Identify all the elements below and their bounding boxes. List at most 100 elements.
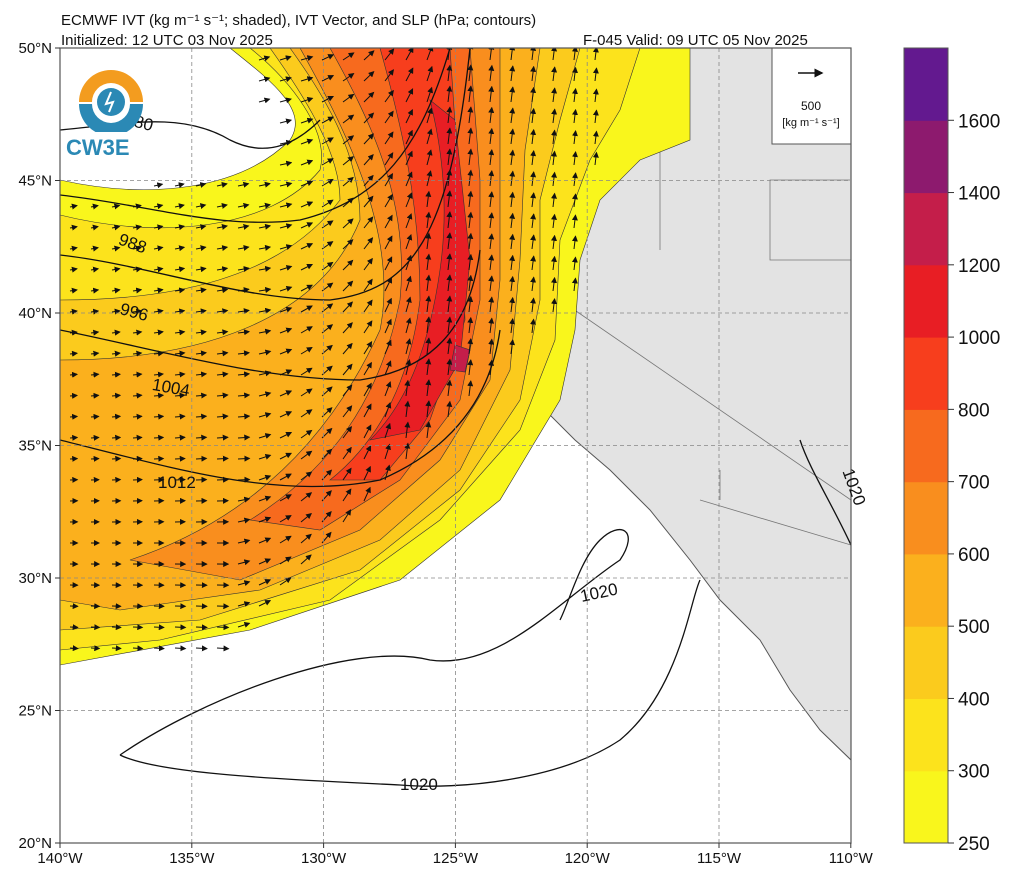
ivt-vector-arrow [405, 213, 413, 229]
ivt-vector-arrow [425, 358, 432, 376]
ivt-vector-arrow [488, 233, 495, 250]
ivt-vector-arrow [237, 559, 251, 566]
ivt-vector-arrow [321, 116, 334, 124]
ivt-vector-arrow [363, 50, 375, 61]
ivt-vector-arrow [509, 128, 516, 145]
colorbar-swatch [904, 770, 948, 844]
ivt-vector-arrow [509, 233, 516, 250]
slp-label: 1020 [400, 775, 438, 794]
ivt-vector-arrow [446, 106, 453, 124]
ivt-vector-arrow [509, 191, 516, 208]
ivt-vector-arrow [300, 471, 313, 481]
ivt-vector-arrow [551, 213, 557, 229]
ivt-vector-arrow [111, 392, 122, 399]
colorbar-label: 1200 [958, 256, 1000, 277]
ivt-vector-arrow [384, 214, 393, 229]
ivt-vector-arrow [300, 388, 313, 397]
ivt-vector-arrow [174, 624, 187, 631]
ivt-vector-arrow [111, 203, 121, 210]
ivt-vector-arrow [488, 359, 495, 376]
ivt-vector-arrow [446, 148, 453, 166]
ivt-vector-arrow [467, 338, 474, 355]
ivt-vector-arrow [237, 517, 251, 524]
ivt-vector-arrow [279, 348, 293, 355]
ivt-vector-arrow [530, 297, 536, 313]
ivt-vector-arrow [321, 75, 335, 82]
ivt-vector-arrow [69, 371, 78, 378]
ivt-vector-arrow [300, 492, 313, 502]
ivt-vector-arrow [509, 254, 516, 271]
ivt-vector-arrow [446, 400, 453, 418]
ivt-vector-arrow [279, 202, 293, 209]
ivt-vector-arrow [384, 110, 394, 124]
ivt-vector-arrow [237, 350, 250, 357]
ivt-vector-arrow [258, 307, 272, 314]
colorbar-label: 500 [958, 617, 990, 638]
ivt-vector-arrow [509, 170, 516, 187]
ivt-vector-arrow [174, 182, 185, 189]
ivt-vector-arrow [426, 149, 433, 166]
ivt-vector-arrow [363, 195, 374, 208]
ivt-vector-arrow [69, 245, 78, 252]
ivt-vector-arrow [237, 329, 250, 336]
ivt-vector-arrow [174, 350, 186, 357]
ivt-vector-arrow [321, 95, 334, 103]
ivt-vector-arrow [90, 224, 99, 231]
ivt-vector-arrow [509, 48, 516, 61]
ivt-vector-arrow [342, 259, 354, 271]
ivt-vector-arrow [174, 455, 186, 462]
ivt-vector-arrow [90, 266, 100, 273]
ivt-vector-arrow [551, 150, 557, 166]
ivt-vector-arrow [237, 621, 251, 628]
ivt-vector-arrow [363, 445, 372, 460]
ivt-vector-arrow [384, 401, 392, 418]
ivt-vector-arrow [488, 170, 495, 187]
colorbar-label: 600 [958, 545, 990, 566]
colorbar-swatch [904, 553, 948, 627]
ivt-vector-arrow [300, 201, 314, 208]
ivt-vector-arrow [237, 392, 251, 399]
slp-label: 1012 [158, 473, 196, 492]
ivt-vector-arrow [174, 203, 185, 210]
ivt-vector-arrow [509, 296, 516, 313]
ivt-vector-arrow [153, 329, 164, 336]
ivt-vector-arrow [446, 295, 453, 313]
ivt-vector-arrow [509, 149, 516, 166]
ivt-vector-arrow [216, 181, 228, 188]
ivt-vector-arrow [90, 434, 100, 441]
lon-tick-label: 140°W [37, 850, 83, 867]
ivt-vector-arrow [300, 243, 314, 250]
ivt-vector-arrow [405, 109, 413, 124]
ivt-vector-arrow [467, 169, 474, 187]
ivt-vector-arrow [404, 442, 411, 460]
ivt-vector-arrow [572, 130, 578, 145]
ivt-vector-arrow [300, 55, 314, 62]
ivt-vector-arrow [467, 48, 474, 61]
ivt-vector-arrow [404, 379, 411, 397]
ivt-vector-arrow [279, 327, 293, 334]
ivt-vector-arrow [300, 284, 313, 292]
lon-tick-label: 125°W [433, 850, 479, 867]
lat-tick-label: 50°N [18, 40, 52, 57]
ivt-vector-arrow [571, 235, 578, 250]
ivt-vector-arrow [572, 87, 578, 103]
ivt-vector-arrow [405, 88, 414, 103]
ivt-vector-arrow [342, 301, 353, 313]
ivt-vector-arrow [572, 48, 578, 61]
ivt-vector-arrow [69, 266, 78, 273]
ivt-vector-arrow [405, 233, 413, 250]
ivt-vector-arrow [363, 403, 372, 418]
lat-tick-label: 30°N [18, 570, 52, 587]
ivt-vector-arrow [342, 52, 355, 61]
ivt-vector-arrow [446, 358, 453, 376]
ivt-vector-arrow [111, 413, 122, 420]
ivt-vector-arrow [258, 412, 272, 418]
ivt-vector-arrow [363, 341, 373, 355]
ivt-vector-arrow [258, 453, 272, 460]
ivt-vector-arrow [132, 413, 143, 420]
ivt-vector-arrow [279, 432, 293, 439]
ivt-vector-arrow [384, 443, 391, 460]
ivt-vector-arrow [216, 329, 229, 336]
ivt-vector-arrow [195, 455, 208, 462]
cw3e-logo: CW3E [66, 62, 156, 160]
